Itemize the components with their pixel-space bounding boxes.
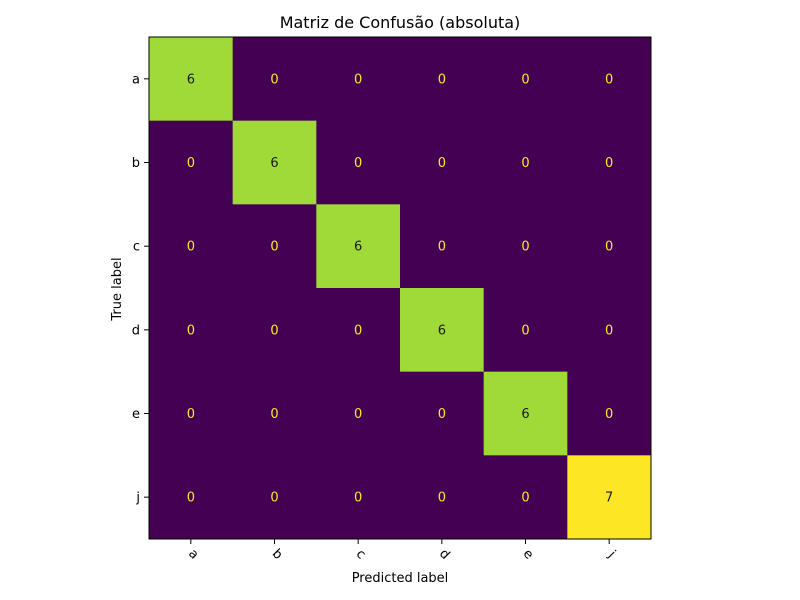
cell-value: 0	[187, 407, 195, 422]
y-tick-label: e	[132, 407, 140, 422]
cell-value: 0	[354, 156, 362, 171]
y-tick-label: b	[132, 156, 140, 171]
cell-value: 0	[270, 240, 278, 255]
cell-value: 0	[521, 240, 529, 255]
y-tick-label: a	[132, 72, 140, 87]
cell-value: 0	[605, 240, 613, 255]
heatmap-cell	[400, 120, 485, 205]
heatmap-cell	[149, 204, 234, 289]
cell-value: 0	[521, 491, 529, 506]
heatmap-cell	[316, 455, 401, 540]
plot-frame	[148, 36, 652, 540]
x-tick-label: a	[185, 546, 201, 562]
cell-value: 6	[521, 407, 529, 422]
cell-value: 0	[605, 72, 613, 87]
cell-value: 0	[187, 156, 195, 171]
cell-value: 0	[354, 323, 362, 338]
heatmap-cell	[400, 204, 485, 289]
cell-value: 0	[438, 240, 446, 255]
y-axis-ticks: a b c d e j	[132, 72, 149, 506]
heatmap-cell	[567, 371, 652, 456]
chart-title: Matriz de Confusão (absoluta)	[280, 13, 521, 32]
x-axis-label: Predicted label	[352, 571, 449, 586]
x-tick-label: j	[604, 547, 618, 561]
heatmap-cell	[232, 120, 317, 205]
heatmap-cell	[316, 204, 401, 289]
cell-value: 0	[605, 323, 613, 338]
heatmap-cell	[483, 371, 568, 456]
heatmap-cell	[149, 455, 234, 540]
cell-value: 0	[438, 156, 446, 171]
heatmap-cell	[316, 37, 401, 122]
cell-value: 0	[354, 407, 362, 422]
heatmap-cell	[316, 120, 401, 205]
x-tick-label: c	[353, 547, 369, 563]
cell-value: 6	[354, 240, 362, 255]
cell-value: 0	[438, 407, 446, 422]
cell-value: 0	[521, 323, 529, 338]
cell-value: 0	[187, 323, 195, 338]
y-tick-label: j	[135, 491, 140, 506]
heatmap-cell	[400, 37, 485, 122]
cell-value: 0	[187, 491, 195, 506]
heatmap-cell	[400, 288, 485, 373]
heatmap-cell	[483, 455, 568, 540]
heatmap-cell	[483, 120, 568, 205]
cell-value: 0	[270, 72, 278, 87]
heatmap-cell	[483, 204, 568, 289]
cell-value: 7	[605, 491, 613, 506]
heatmap-cell	[232, 204, 317, 289]
cell-value: 0	[438, 72, 446, 87]
heatmap-cell	[316, 371, 401, 456]
cell-value: 6	[438, 323, 446, 338]
cell-value: 0	[521, 156, 529, 171]
heatmap-cell	[149, 288, 234, 373]
cell-value: 0	[521, 72, 529, 87]
cell-value-labels: 6 0 0 0 0 0 0 6 0 0 0 0 0 0 6 0 0 0 0 0 0 6 0 0 0 0 0 0 6 0 0 0 0 0 0 7	[187, 72, 614, 505]
cell-value: 6	[270, 156, 278, 171]
cell-value: 0	[270, 407, 278, 422]
heatmap-cell	[567, 120, 652, 205]
cell-value: 0	[605, 407, 613, 422]
heatmap-cell	[232, 371, 317, 456]
heatmap-cell	[567, 204, 652, 289]
cell-value: 0	[354, 491, 362, 506]
cell-value: 0	[605, 156, 613, 171]
heatmap-cell	[232, 288, 317, 373]
cell-value: 0	[438, 491, 446, 506]
y-axis-label: True label	[110, 257, 125, 321]
heatmap-cell	[232, 37, 317, 122]
y-tick-label: c	[133, 240, 140, 255]
heatmap-cell	[567, 455, 652, 540]
heatmap-cell	[316, 288, 401, 373]
cell-value: 0	[270, 323, 278, 338]
heatmap-cell	[232, 455, 317, 540]
heatmap-cell	[400, 371, 485, 456]
heatmap-cell	[149, 37, 234, 122]
heatmap-cells	[149, 37, 652, 540]
y-tick-label: d	[132, 323, 140, 338]
heatmap-cell	[567, 288, 652, 373]
cell-value: 0	[270, 491, 278, 506]
cell-value: 6	[187, 72, 195, 87]
heatmap-cell	[483, 288, 568, 373]
x-tick-label: e	[520, 546, 536, 562]
cell-value: 0	[187, 240, 195, 255]
heatmap-cell	[567, 37, 652, 122]
heatmap-cell	[483, 37, 568, 122]
heatmap-cell	[400, 455, 485, 540]
heatmap-cell	[149, 120, 234, 205]
heatmap-cell	[149, 371, 234, 456]
x-tick-label: d	[436, 546, 452, 562]
x-tick-label: b	[269, 546, 285, 562]
cell-value: 0	[354, 72, 362, 87]
